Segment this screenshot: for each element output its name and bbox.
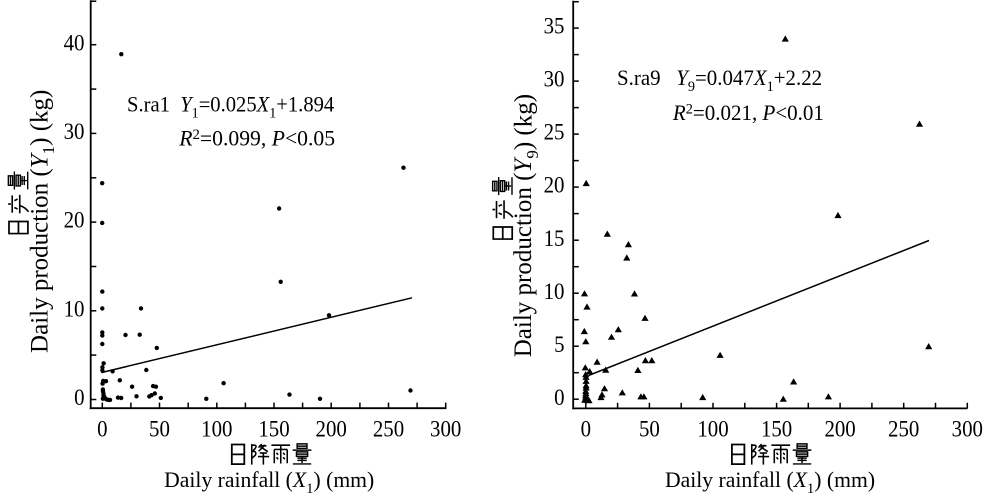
- svg-text:0: 0: [97, 417, 107, 442]
- svg-text:Daily production (Y9) (kg): Daily production (Y9) (kg): [510, 94, 542, 357]
- svg-text:R2=0.021, P<0.01: R2=0.021, P<0.01: [672, 101, 824, 126]
- svg-text:Daily production (Y1) (kg): Daily production (Y1) (kg): [26, 90, 58, 353]
- svg-text:200: 200: [824, 417, 855, 442]
- svg-text:100: 100: [201, 417, 232, 442]
- svg-text:25: 25: [544, 120, 565, 145]
- svg-text:0: 0: [554, 385, 564, 410]
- svg-text:50: 50: [149, 417, 170, 442]
- svg-text:R2=0.099, P<0.05: R2=0.099, P<0.05: [178, 126, 335, 150]
- svg-text:150: 150: [761, 417, 792, 442]
- svg-text:35: 35: [544, 14, 565, 39]
- svg-text:0: 0: [74, 385, 84, 410]
- svg-text:300: 300: [430, 417, 461, 442]
- svg-text:30: 30: [544, 67, 565, 92]
- svg-text:20: 20: [544, 173, 565, 198]
- svg-text:150: 150: [258, 417, 289, 442]
- svg-text:10: 10: [64, 296, 85, 321]
- svg-text:40: 40: [64, 30, 85, 55]
- svg-text:15: 15: [544, 226, 565, 251]
- svg-text:30: 30: [64, 119, 85, 144]
- svg-text:20: 20: [64, 208, 85, 233]
- svg-text:0: 0: [581, 417, 591, 442]
- svg-text:300: 300: [952, 417, 983, 442]
- svg-text:100: 100: [697, 417, 728, 442]
- svg-text:250: 250: [373, 417, 404, 442]
- svg-text:200: 200: [316, 417, 347, 442]
- svg-text:10: 10: [544, 279, 565, 304]
- svg-text:250: 250: [888, 417, 919, 442]
- svg-text:5: 5: [554, 332, 564, 357]
- svg-text:50: 50: [639, 417, 660, 442]
